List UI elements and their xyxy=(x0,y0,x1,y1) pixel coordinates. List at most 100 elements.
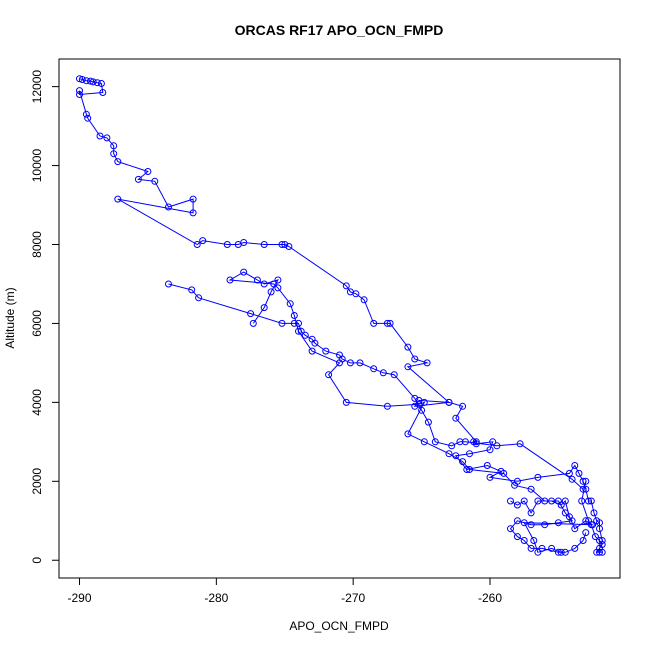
chart-title: ORCAS RF17 APO_OCN_FMPD xyxy=(235,22,444,38)
y-tick-label: 12000 xyxy=(30,70,44,104)
series-line xyxy=(228,271,587,553)
data-point xyxy=(274,276,282,284)
data-point xyxy=(516,440,524,448)
data-point xyxy=(386,319,394,327)
data-point xyxy=(82,110,90,118)
data-point xyxy=(591,533,599,541)
data-point xyxy=(370,319,378,327)
data-point xyxy=(527,485,535,493)
data-point xyxy=(99,89,107,96)
data-point xyxy=(448,442,456,450)
data-point xyxy=(557,548,565,556)
data-point xyxy=(571,525,579,533)
data-point xyxy=(420,398,428,406)
data-point xyxy=(286,300,294,308)
data-point xyxy=(76,91,83,98)
data-point xyxy=(534,497,542,505)
y-tick-label: 6000 xyxy=(30,310,44,337)
data-point xyxy=(76,75,83,83)
data-point xyxy=(195,294,203,302)
data-point xyxy=(579,477,587,485)
data-point xyxy=(267,288,275,296)
data-point xyxy=(579,485,587,493)
data-point xyxy=(165,203,172,211)
data-point xyxy=(199,237,207,245)
data-point xyxy=(352,290,360,298)
data-point xyxy=(507,497,514,505)
series-layer xyxy=(76,75,606,556)
data-point xyxy=(404,430,412,438)
data-point xyxy=(247,310,255,318)
data-point xyxy=(76,87,83,95)
data-point xyxy=(420,438,428,446)
data-point xyxy=(84,114,92,122)
data-point xyxy=(445,450,453,458)
data-point xyxy=(240,239,248,246)
data-point xyxy=(97,80,105,87)
data-point xyxy=(530,537,538,544)
data-point xyxy=(144,168,152,175)
data-point xyxy=(565,469,573,477)
data-point xyxy=(423,359,431,367)
data-point xyxy=(134,175,142,183)
data-point xyxy=(281,241,289,248)
data-point xyxy=(593,548,601,556)
data-point xyxy=(472,438,480,446)
y-tick-label: 0 xyxy=(30,557,44,564)
data-point xyxy=(295,319,302,327)
data-point xyxy=(534,473,542,481)
data-point xyxy=(513,533,521,541)
data-point xyxy=(270,280,278,288)
data-point xyxy=(590,509,598,517)
data-point xyxy=(466,450,473,458)
series-line xyxy=(79,78,603,553)
data-point xyxy=(278,241,286,248)
data-point xyxy=(103,134,111,142)
data-point xyxy=(589,521,597,529)
data-point xyxy=(507,525,514,533)
data-point xyxy=(311,339,319,347)
data-point xyxy=(356,359,364,367)
data-point xyxy=(82,77,90,85)
data-point xyxy=(571,462,579,469)
data-point xyxy=(500,469,508,477)
data-point xyxy=(598,537,606,544)
y-tick-label: 10000 xyxy=(30,149,44,183)
data-point xyxy=(571,544,579,552)
data-point xyxy=(582,529,590,537)
y-axis: 0 2000 4000 6000 8000 10000 12000 xyxy=(30,70,59,564)
data-point xyxy=(459,458,467,466)
data-point xyxy=(346,359,354,367)
data-point xyxy=(568,475,576,483)
x-tick-label: -270 xyxy=(341,591,365,605)
data-point xyxy=(461,438,469,446)
data-point xyxy=(459,402,467,410)
data-point xyxy=(483,462,491,469)
data-point xyxy=(93,79,101,87)
data-point xyxy=(151,177,159,185)
data-point xyxy=(189,209,197,217)
data-point xyxy=(114,195,122,203)
y-axis-label: Altitude (m) xyxy=(3,287,17,348)
data-point xyxy=(322,347,330,355)
data-point xyxy=(404,363,412,371)
data-point xyxy=(534,548,542,556)
data-point xyxy=(486,446,494,454)
data-point xyxy=(527,544,535,552)
series-line xyxy=(168,283,584,490)
data-point xyxy=(370,365,378,373)
data-point xyxy=(520,537,528,544)
data-point xyxy=(383,402,391,410)
data-point xyxy=(511,481,519,489)
x-tick-label: -280 xyxy=(204,591,228,605)
y-tick-label: 8000 xyxy=(30,231,44,258)
data-point xyxy=(548,544,556,552)
data-point xyxy=(445,398,453,406)
x-axis: -290 -280 -270 -260 xyxy=(68,578,502,605)
x-tick-label: -260 xyxy=(478,591,502,605)
data-point xyxy=(260,241,268,248)
data-point xyxy=(193,241,201,248)
data-point xyxy=(561,548,569,556)
data-point xyxy=(513,501,521,509)
